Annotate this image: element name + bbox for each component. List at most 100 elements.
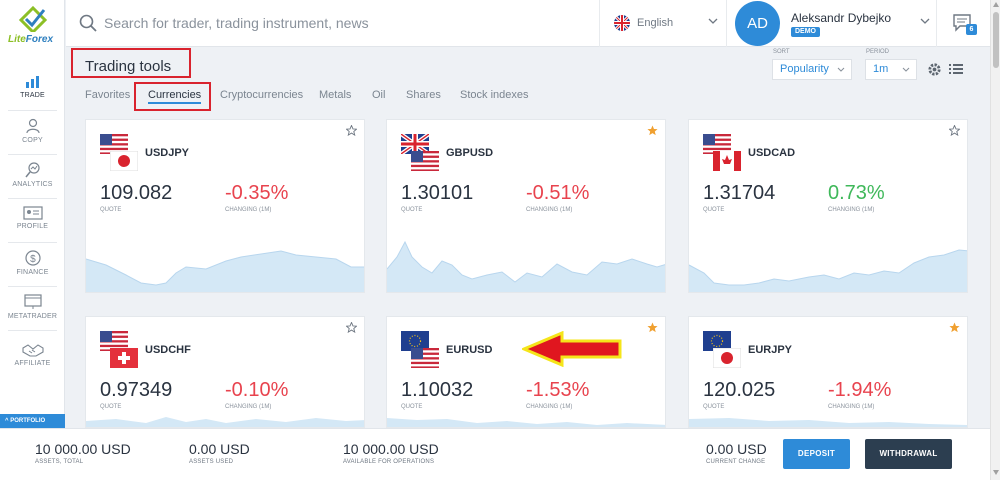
star-outline-icon[interactable]	[949, 125, 960, 136]
sparkline-chart	[86, 250, 364, 292]
quote-value: 0.97349	[100, 379, 173, 401]
star-filled-icon[interactable]	[949, 322, 960, 333]
tab-highlight-box	[134, 82, 211, 111]
quote-label: QUOTE	[703, 207, 725, 213]
sidebar-label-trade: TRADE	[20, 92, 45, 99]
tab-favorites[interactable]: Favorites	[85, 89, 131, 101]
sidebar-label-profile: PROFILE	[16, 223, 49, 230]
change-label: CHANGING (1M)	[828, 207, 875, 213]
sort-select[interactable]: Popularity	[772, 59, 852, 80]
eu-flag-icon	[401, 331, 429, 351]
portfolio-summary-bar: 10 000.00 USD ASSETS, TOTAL 0.00 USD ASS…	[0, 428, 990, 480]
change-value: -0.35%	[225, 182, 289, 204]
tab-oil[interactable]: Oil	[372, 89, 386, 101]
sparkline-chart	[387, 240, 665, 292]
search-input[interactable]	[104, 10, 584, 36]
language-selector[interactable]: English	[599, 0, 727, 47]
messages-count-badge: 6	[966, 24, 977, 35]
period-select[interactable]: 1m	[865, 59, 917, 80]
withdrawal-button[interactable]: WITHDRAWAL	[865, 439, 952, 469]
change-value: -0.51%	[526, 182, 590, 204]
sidebar-label-affiliate: AFFILIATE	[14, 360, 51, 367]
change-value: 0.73%	[828, 182, 885, 204]
stat-assets-total: 10 000.00 USD ASSETS, TOTAL	[35, 441, 131, 465]
instrument-card-usdjpy[interactable]: USDJPY 109.082 QUOTE -0.35% CHANGING (1M…	[85, 119, 365, 293]
pair-name: USDCHF	[145, 344, 191, 356]
eu-flag-icon	[703, 331, 731, 351]
search-icon	[79, 14, 97, 32]
page-scrollbar[interactable]	[990, 0, 1000, 480]
quote-label: QUOTE	[401, 207, 423, 213]
star-outline-icon[interactable]	[346, 125, 357, 136]
page-title: Trading tools	[85, 58, 172, 75]
stat-value: 0.00 USD	[706, 441, 767, 457]
change-label: CHANGING (1M)	[225, 404, 272, 410]
sort-value: Popularity	[780, 63, 829, 75]
tab-stock-indexes[interactable]: Stock indexes	[460, 89, 529, 101]
tab-currencies[interactable]: Currencies	[148, 89, 202, 104]
sidebar-label-copy: COPY	[22, 137, 43, 144]
quote-value: 1.31704	[703, 182, 776, 204]
portfolio-toggle[interactable]: ^ PORTFOLIO	[0, 414, 65, 428]
sparkline-chart	[689, 418, 967, 427]
quote-label: QUOTE	[703, 404, 725, 410]
language-label: English	[637, 17, 674, 29]
liteforex-logo[interactable]: LiteForex	[4, 6, 62, 45]
gear-icon[interactable]	[927, 62, 942, 77]
stat-current-change: 0.00 USD CURRENT CHANGE	[706, 441, 767, 465]
messages-button[interactable]: 6	[936, 0, 990, 47]
user-menu-chevron-icon[interactable]	[920, 18, 930, 25]
handshake-icon	[21, 344, 44, 357]
instrument-card-eurjpy[interactable]: EURJPY 120.025 QUOTE -1.94% CHANGING (1M…	[688, 316, 968, 428]
us-flag-icon	[411, 348, 439, 368]
sidebar-item-profile[interactable]: PROFILE	[0, 206, 65, 230]
sparkline-chart	[86, 417, 364, 427]
sidebar-item-copy[interactable]: COPY	[0, 118, 65, 144]
stat-label: ASSETS, TOTAL	[35, 459, 84, 465]
canada-flag-icon	[713, 151, 741, 171]
tab-shares[interactable]: Shares	[406, 89, 441, 101]
scroll-down-arrow-icon[interactable]	[993, 470, 999, 475]
sidebar-item-trade[interactable]: TRADE	[0, 75, 65, 99]
pair-name: USDCAD	[748, 147, 796, 159]
scroll-up-arrow-icon[interactable]	[993, 2, 999, 7]
sidebar-item-finance[interactable]: $ FINANCE	[0, 250, 65, 276]
stat-available: 10 000.00 USD AVAILABLE FOR OPERATIONS	[343, 441, 439, 465]
japan-flag-icon	[110, 151, 138, 171]
star-filled-icon[interactable]	[647, 125, 658, 136]
user-name[interactable]: Aleksandr Dybejko	[791, 11, 892, 25]
chevron-down-icon	[708, 18, 718, 24]
sidebar-label-metatrader: METATRADER	[7, 313, 58, 320]
chart-bars-icon	[25, 76, 39, 88]
id-card-icon	[22, 206, 43, 220]
scroll-thumb[interactable]	[993, 12, 999, 68]
sidebar-item-metatrader[interactable]: METATRADER	[0, 294, 65, 320]
avatar[interactable]: AD	[735, 1, 780, 46]
instrument-card-usdcad[interactable]: USDCAD 1.31704 QUOTE 0.73% CHANGING (1M)	[688, 119, 968, 293]
sort-label: SORT	[773, 49, 790, 55]
period-label: PERIOD	[866, 49, 890, 55]
quote-label: QUOTE	[100, 404, 122, 410]
chevron-down-icon	[902, 67, 910, 72]
change-label: CHANGING (1M)	[526, 207, 573, 213]
stat-value: 10 000.00 USD	[343, 441, 439, 457]
instrument-card-eurusd[interactable]: EURUSD 1.10032 QUOTE -1.53% CHANGING (1M…	[386, 316, 666, 428]
tab-cryptocurrencies[interactable]: Cryptocurrencies	[220, 89, 304, 101]
instrument-card-gbpusd[interactable]: GBPUSD 1.30101 QUOTE -0.51% CHANGING (1M…	[386, 119, 666, 293]
person-copy-icon	[25, 118, 40, 134]
sidebar-item-analytics[interactable]: ANALYTICS	[0, 162, 65, 188]
star-filled-icon[interactable]	[647, 322, 658, 333]
stat-assets-used: 0.00 USD ASSETS USED	[189, 441, 250, 465]
quote-value: 109.082	[100, 182, 173, 204]
demo-badge: DEMO	[791, 27, 820, 37]
deposit-button[interactable]: DEPOSIT	[783, 439, 850, 469]
pair-name: GBPUSD	[446, 147, 494, 159]
change-label: CHANGING (1M)	[526, 404, 573, 410]
star-outline-icon[interactable]	[346, 322, 357, 333]
quote-value: 1.10032	[401, 379, 474, 401]
sidebar-item-affiliate[interactable]: AFFILIATE	[0, 343, 65, 367]
instrument-card-usdchf[interactable]: USDCHF 0.97349 QUOTE -0.10% CHANGING (1M…	[85, 316, 365, 428]
list-view-icon[interactable]	[949, 63, 963, 75]
tab-metals[interactable]: Metals	[319, 89, 352, 101]
uk-flag-icon	[614, 15, 630, 31]
